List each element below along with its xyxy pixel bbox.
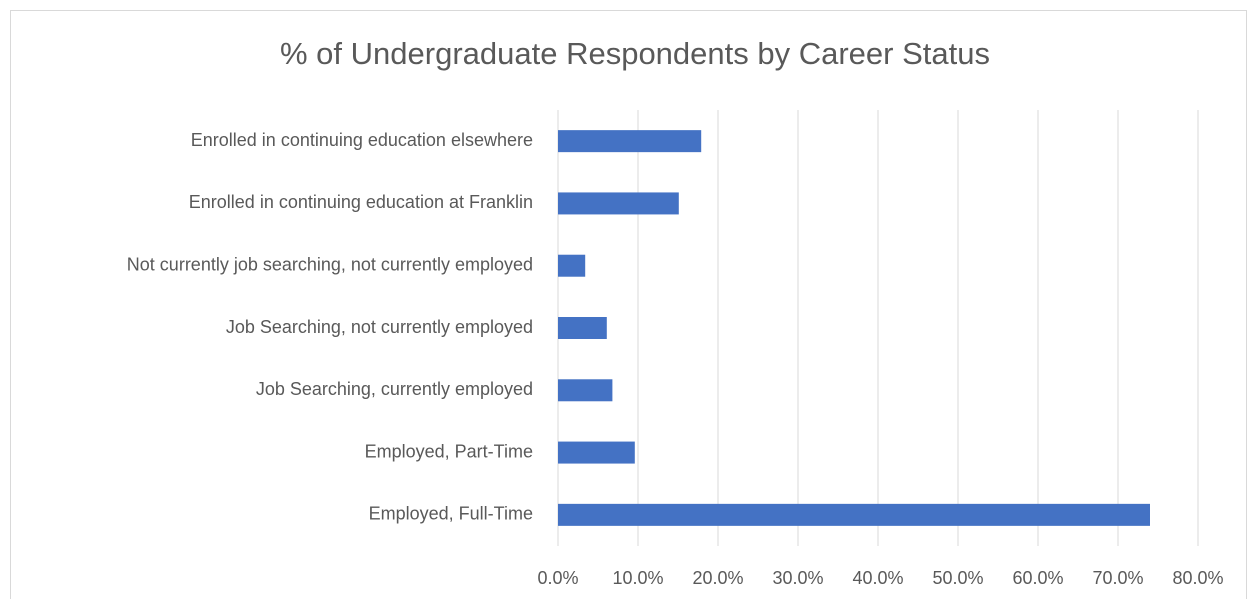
x-tick-label: 70.0% — [1092, 568, 1143, 588]
x-tick-label: 60.0% — [1012, 568, 1063, 588]
x-tick-label: 50.0% — [932, 568, 983, 588]
y-tick-label: Not currently job searching, not current… — [127, 254, 533, 274]
x-tick-label: 0.0% — [537, 568, 578, 588]
x-tick-label: 80.0% — [1172, 568, 1223, 588]
bar — [558, 503, 1150, 526]
chart-frame — [10, 10, 1247, 599]
bar — [558, 130, 702, 153]
x-tick-label: 40.0% — [852, 568, 903, 588]
y-tick-label: Job Searching, not currently employed — [226, 317, 533, 337]
chart-title: % of Undergraduate Respondents by Career… — [280, 36, 990, 71]
x-tick-label: 20.0% — [692, 568, 743, 588]
y-tick-label: Enrolled in continuing education elsewhe… — [191, 130, 533, 150]
y-tick-label: Employed, Full-Time — [369, 504, 533, 524]
bar — [558, 317, 607, 339]
y-tick-label: Employed, Part-Time — [365, 441, 533, 461]
y-tick-label: Enrolled in continuing education at Fran… — [189, 192, 533, 212]
x-tick-label: 30.0% — [772, 568, 823, 588]
bar — [558, 254, 586, 277]
bar — [558, 379, 613, 402]
bar — [558, 192, 679, 215]
bar — [558, 441, 635, 464]
x-tick-label: 10.0% — [612, 568, 663, 588]
y-tick-label: Job Searching, currently employed — [256, 379, 533, 399]
